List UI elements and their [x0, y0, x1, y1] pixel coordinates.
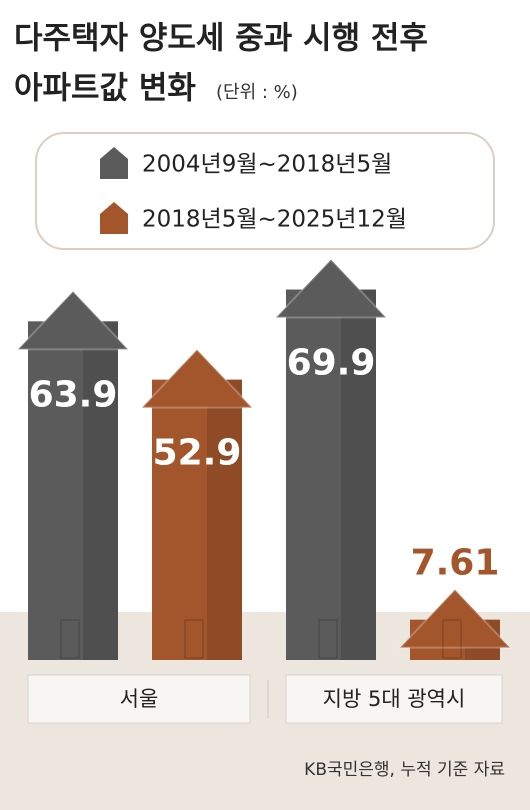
bar	[28, 321, 118, 660]
value-label: 7.61	[411, 543, 500, 584]
legend-icon	[100, 147, 128, 179]
door	[184, 619, 204, 659]
door	[318, 619, 338, 659]
bar-shade	[83, 321, 118, 660]
value-label: 69.9	[287, 343, 376, 384]
legend-label: 2004년9월~2018년5월	[142, 152, 392, 178]
door	[442, 619, 462, 659]
roof	[397, 588, 513, 649]
x-tick-label: 지방 5대 광역시	[323, 687, 466, 711]
bar-shade	[207, 379, 242, 660]
roof	[139, 348, 255, 409]
x-tick-label: 서울	[120, 687, 159, 711]
roof	[273, 258, 389, 319]
chart-title: 아파트값 변화	[14, 71, 196, 107]
bar	[286, 289, 376, 660]
roof	[15, 289, 131, 351]
legend	[35, 132, 495, 250]
legend-label: 2018년5월~2025년12월	[142, 207, 407, 233]
unit-label: (단위 : %)	[216, 82, 298, 103]
category-box	[27, 674, 251, 724]
legend-icon	[100, 202, 128, 234]
bar	[152, 379, 242, 660]
door	[60, 619, 80, 659]
bar-shade	[341, 289, 376, 660]
source: KB국민은행, 누적 기준 자료	[304, 760, 505, 780]
chart-title: 다주택자 양도세 중과 시행 전후	[14, 21, 428, 57]
value-label: 63.9	[29, 374, 118, 415]
value-label: 52.9	[153, 433, 242, 474]
category-box	[285, 674, 503, 724]
